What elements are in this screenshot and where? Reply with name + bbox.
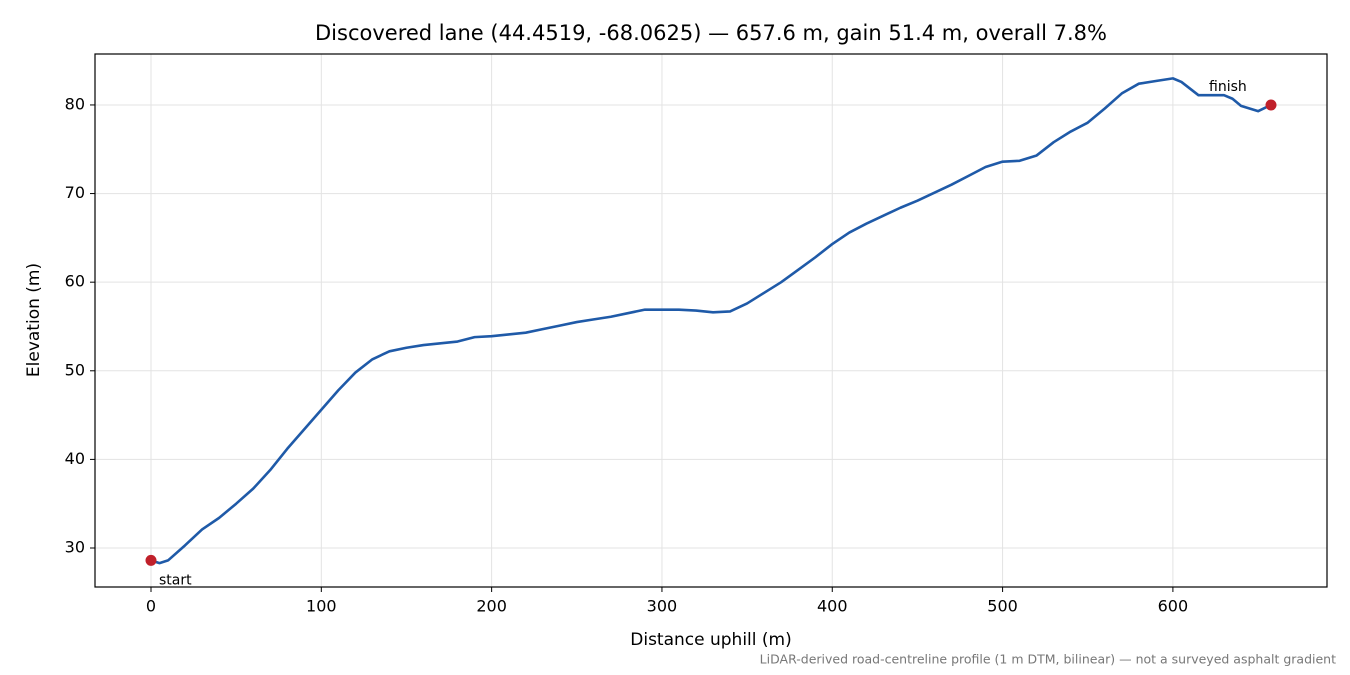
line <box>150 77 1272 565</box>
end-marker <box>145 554 157 566</box>
x-tick-label: 0 <box>146 597 156 616</box>
chart-title: Discovered lane (44.4519, -68.0625) — 65… <box>315 21 1107 45</box>
annotation: finish <box>1209 79 1247 95</box>
end-marker <box>1265 99 1277 111</box>
y-tick-label: 80 <box>65 94 85 113</box>
x-tick-label: 400 <box>817 597 848 616</box>
y-tick-label: 70 <box>65 183 85 202</box>
annotation: start <box>159 572 192 588</box>
y-tick-label: 30 <box>65 538 85 557</box>
x-tick-label: 600 <box>1158 597 1189 616</box>
x-tick-label: 500 <box>987 597 1018 616</box>
y-tick-label: 40 <box>65 449 85 468</box>
x-tick-label: 200 <box>476 597 507 616</box>
y-axis-label: Elevation (m) <box>24 263 44 377</box>
y-tick-label: 50 <box>65 360 85 379</box>
plot-frame <box>94 53 1328 588</box>
x-tick-label: 300 <box>647 597 678 616</box>
y-tick-label: 60 <box>65 272 85 291</box>
footnote: LiDAR-derived road-centreline profile (1… <box>760 652 1336 667</box>
x-tick-label: 100 <box>306 597 337 616</box>
x-axis-label: Distance uphill (m) <box>630 630 791 650</box>
